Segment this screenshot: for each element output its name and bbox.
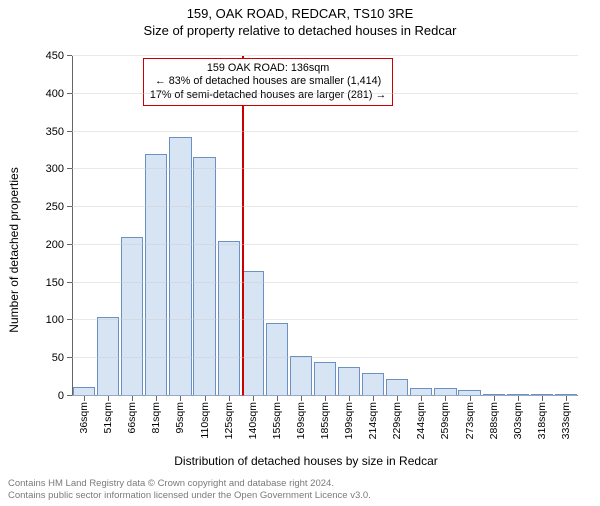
x-tick-label: 288sqm <box>488 402 500 439</box>
histogram-bar <box>242 271 264 396</box>
x-tick-mark <box>301 396 302 401</box>
x-tick-mark <box>494 396 495 401</box>
x-tick-label: 169sqm <box>295 402 307 439</box>
y-tick-mark <box>67 93 72 94</box>
plot-area: 159 OAK ROAD: 136sqm ← 83% of detached h… <box>72 56 578 396</box>
x-tick-mark <box>180 396 181 401</box>
x-tick-label: 140sqm <box>247 402 259 439</box>
annotation-line1: 159 OAK ROAD: 136sqm <box>150 62 386 75</box>
x-tick-mark <box>397 396 398 401</box>
x-tick-label: 95sqm <box>174 402 186 434</box>
gridline <box>72 131 578 132</box>
x-tick-mark <box>349 396 350 401</box>
y-tick-mark <box>67 244 72 245</box>
gridline <box>72 206 578 207</box>
footer-attribution: Contains HM Land Registry data © Crown c… <box>8 478 371 502</box>
y-tick-mark <box>67 319 72 320</box>
page-title: 159, OAK ROAD, REDCAR, TS10 3RE <box>0 6 600 21</box>
histogram-bar <box>314 362 336 396</box>
annotation-line3: 17% of semi-detached houses are larger (… <box>150 89 386 102</box>
histogram-bar <box>386 379 408 396</box>
x-axis-label: Distribution of detached houses by size … <box>174 454 437 468</box>
y-tick-label: 250 <box>46 201 64 213</box>
y-tick-label: 350 <box>46 126 64 138</box>
x-tick-mark <box>470 396 471 401</box>
y-tick-mark <box>67 357 72 358</box>
x-tick-mark <box>325 396 326 401</box>
y-tick-mark <box>67 395 72 396</box>
y-tick-label: 50 <box>52 352 64 364</box>
y-tick-mark <box>67 206 72 207</box>
y-tick-label: 300 <box>46 163 64 175</box>
x-tick-label: 229sqm <box>391 402 403 439</box>
x-tick-mark <box>108 396 109 401</box>
annotation-line2: ← 83% of detached houses are smaller (1,… <box>150 75 386 88</box>
gridline <box>72 357 578 358</box>
x-tick-mark <box>84 396 85 401</box>
x-tick-label: 125sqm <box>223 402 235 439</box>
x-tick-label: 318sqm <box>536 402 548 439</box>
footer-line2: Contains public sector information licen… <box>8 490 371 502</box>
x-tick-mark <box>373 396 374 401</box>
x-tick-label: 155sqm <box>271 402 283 439</box>
y-tick-mark <box>67 282 72 283</box>
x-tick-label: 214sqm <box>367 402 379 439</box>
x-tick-mark <box>277 396 278 401</box>
gridline <box>72 282 578 283</box>
x-tick-label: 259sqm <box>439 402 451 439</box>
histogram-bar <box>193 157 215 397</box>
x-tick-label: 333sqm <box>560 402 572 439</box>
gridline <box>72 319 578 320</box>
y-tick-label: 100 <box>46 314 64 326</box>
x-tick-label: 185sqm <box>319 402 331 439</box>
y-tick-label: 400 <box>46 88 64 100</box>
chart-container: Number of detached properties 159 OAK RO… <box>28 50 584 450</box>
x-tick-mark <box>421 396 422 401</box>
histogram-bar <box>121 237 143 396</box>
x-tick-mark <box>566 396 567 401</box>
x-tick-label: 36sqm <box>78 402 90 434</box>
y-tick-label: 450 <box>46 50 64 62</box>
x-tick-mark <box>156 396 157 401</box>
histogram-bar <box>362 373 384 396</box>
gridline <box>72 168 578 169</box>
x-tick-label: 244sqm <box>415 402 427 439</box>
y-tick-mark <box>67 168 72 169</box>
gridline <box>72 244 578 245</box>
chart-subtitle: Size of property relative to detached ho… <box>0 23 600 38</box>
gridline <box>72 55 578 56</box>
annotation-box: 159 OAK ROAD: 136sqm ← 83% of detached h… <box>143 58 393 106</box>
x-tick-mark <box>445 396 446 401</box>
x-tick-mark <box>229 396 230 401</box>
x-tick-label: 51sqm <box>102 402 114 434</box>
x-tick-mark <box>518 396 519 401</box>
y-tick-mark <box>67 131 72 132</box>
x-tick-mark <box>132 396 133 401</box>
histogram-bar <box>266 323 288 396</box>
x-tick-mark <box>205 396 206 401</box>
y-tick-label: 0 <box>58 390 64 402</box>
x-tick-label: 81sqm <box>150 402 162 434</box>
histogram-bar <box>145 154 167 396</box>
x-tick-label: 66sqm <box>126 402 138 434</box>
x-tick-label: 110sqm <box>199 402 211 439</box>
marker-line <box>242 56 244 396</box>
y-tick-label: 200 <box>46 239 64 251</box>
x-tick-mark <box>542 396 543 401</box>
y-tick-label: 150 <box>46 277 64 289</box>
bars-layer <box>72 56 578 396</box>
x-tick-label: 199sqm <box>343 402 355 439</box>
gridline <box>72 93 578 94</box>
histogram-bar <box>338 367 360 396</box>
x-tick-label: 303sqm <box>512 402 524 439</box>
histogram-bar <box>290 356 312 396</box>
x-tick-mark <box>253 396 254 401</box>
x-tick-label: 273sqm <box>464 402 476 439</box>
footer-line1: Contains HM Land Registry data © Crown c… <box>8 478 371 490</box>
y-axis-label: Number of detached properties <box>7 167 21 332</box>
y-tick-mark <box>67 55 72 56</box>
